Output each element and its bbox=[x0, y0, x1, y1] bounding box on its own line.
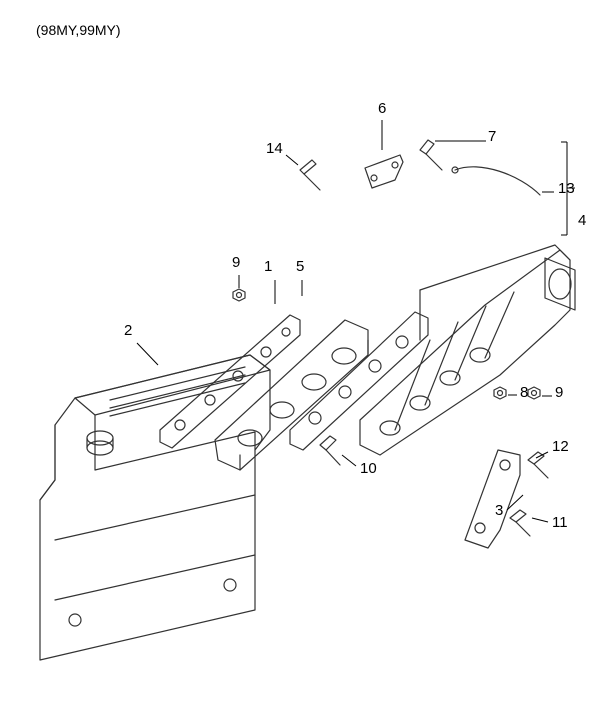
diagram-canvas: (98MY,99MY) bbox=[0, 0, 615, 715]
callout-13: 13 bbox=[558, 180, 575, 197]
parts-svg bbox=[0, 0, 615, 715]
callout-2: 2 bbox=[124, 322, 132, 339]
bolt-12 bbox=[528, 452, 548, 478]
callout-10: 10 bbox=[360, 460, 377, 477]
callout-3: 3 bbox=[495, 502, 503, 519]
stay-13 bbox=[452, 167, 540, 195]
intake-manifold-upper bbox=[360, 245, 575, 455]
nut-8 bbox=[494, 387, 506, 399]
callout-9b: 9 bbox=[555, 384, 563, 401]
bolt-7 bbox=[420, 140, 442, 170]
callout-14: 14 bbox=[266, 140, 283, 157]
nut-9-left bbox=[233, 289, 245, 301]
callout-4: 4 bbox=[578, 212, 586, 229]
callout-9a: 9 bbox=[232, 254, 240, 271]
callout-5: 5 bbox=[296, 258, 304, 275]
screw-14 bbox=[300, 160, 320, 190]
bracket-6 bbox=[365, 155, 403, 188]
callout-12: 12 bbox=[552, 438, 569, 455]
callout-8: 8 bbox=[520, 384, 528, 401]
bolt-11 bbox=[510, 510, 530, 536]
bolt-10 bbox=[320, 436, 340, 465]
nut-9-right bbox=[528, 387, 540, 399]
callout-7: 7 bbox=[488, 128, 496, 145]
engine-block bbox=[40, 355, 270, 660]
gasket-5 bbox=[290, 312, 428, 450]
callout-6: 6 bbox=[378, 100, 386, 117]
callout-11: 11 bbox=[552, 514, 568, 531]
stay-bracket-3 bbox=[465, 450, 520, 548]
callout-1: 1 bbox=[264, 258, 272, 275]
